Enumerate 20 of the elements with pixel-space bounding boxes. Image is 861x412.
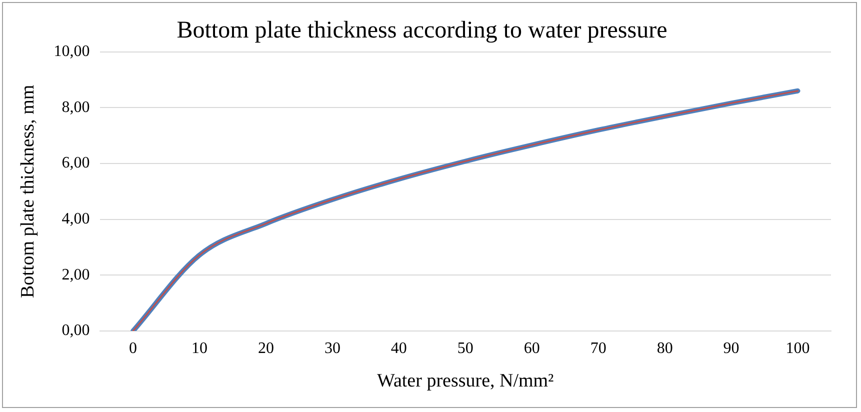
y-tick-label: 6,00: [62, 154, 90, 172]
x-tick-label: 10: [192, 340, 208, 357]
x-tick-label: 80: [656, 340, 673, 357]
x-tick-label: 40: [390, 340, 407, 357]
x-tick-label: 0: [129, 340, 138, 357]
x-tick-label: 30: [324, 340, 340, 357]
x-axis-title: Water pressure, N/mm²: [377, 370, 554, 392]
y-tick-label: 0,00: [62, 322, 90, 340]
x-tick-label: 20: [258, 340, 274, 357]
y-tick-label: 4,00: [62, 210, 90, 228]
y-tick-label: 10,00: [54, 43, 90, 60]
y-tick-label: 2,00: [62, 266, 90, 284]
y-axis-title: Bottom plate thickness, mm: [17, 84, 38, 298]
x-tick-label: 70: [590, 340, 606, 357]
y-tick-label: 8,00: [62, 98, 90, 116]
x-tick-label: 90: [723, 340, 740, 357]
x-tick-label: 60: [524, 340, 540, 357]
x-tick-label: 100: [786, 340, 810, 357]
x-tick-label: 50: [457, 340, 474, 357]
chart-title: Bottom plate thickness according to water pressure: [176, 18, 668, 44]
